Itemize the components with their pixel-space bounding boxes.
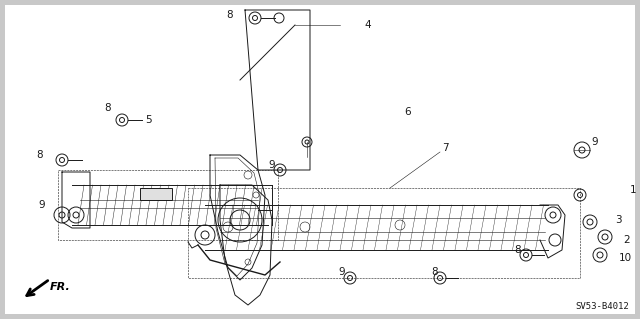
Text: SV53-B4012: SV53-B4012	[575, 302, 628, 311]
Text: 10: 10	[618, 253, 632, 263]
Text: 1: 1	[630, 185, 636, 195]
Text: 9: 9	[339, 267, 346, 277]
Text: 3: 3	[614, 215, 621, 225]
Text: 5: 5	[145, 115, 151, 125]
Text: 7: 7	[442, 143, 448, 153]
Text: 8: 8	[432, 267, 438, 277]
Text: 8: 8	[105, 103, 111, 113]
Text: 8: 8	[36, 150, 44, 160]
Text: 9: 9	[269, 160, 275, 170]
Text: 8: 8	[515, 245, 522, 255]
Text: 9: 9	[592, 137, 598, 147]
Text: 2: 2	[624, 235, 630, 245]
Text: FR.: FR.	[50, 282, 71, 292]
Text: 8: 8	[227, 10, 234, 20]
FancyBboxPatch shape	[140, 188, 172, 200]
Text: 9: 9	[38, 200, 45, 210]
Text: 6: 6	[404, 107, 412, 117]
Text: 4: 4	[365, 20, 371, 30]
